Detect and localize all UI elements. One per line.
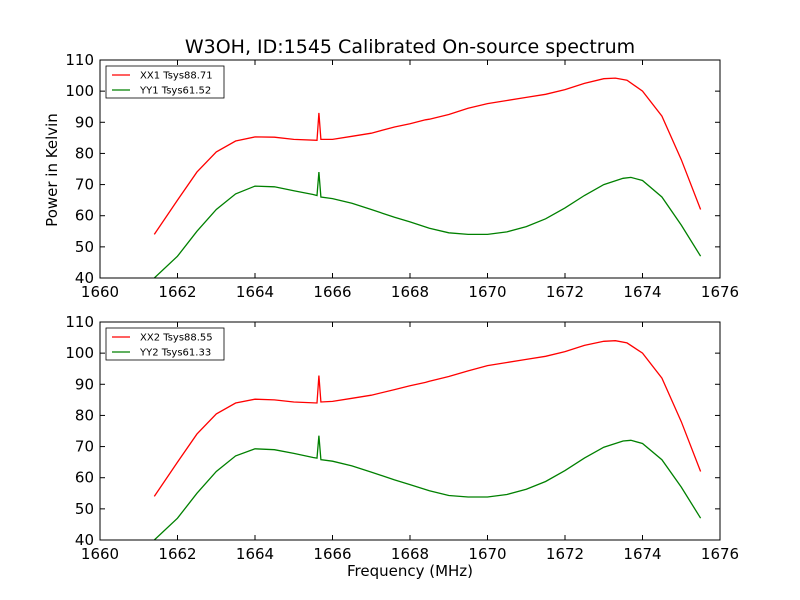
y-tick-label: 90 <box>75 113 94 131</box>
x-tick-label: 1672 <box>546 545 584 563</box>
series-line-1 <box>153 340 702 497</box>
y-tick-label: 100 <box>65 344 94 362</box>
x-tick-label: 1668 <box>391 545 429 563</box>
x-tick-label: 1672 <box>546 283 584 301</box>
x-tick-label: 1668 <box>391 283 429 301</box>
y-tick-label: 80 <box>75 144 94 162</box>
y-tick-label: 40 <box>75 269 94 287</box>
legend-label: YY2 Tsys61.33 <box>139 348 211 359</box>
y-tick-label: 100 <box>65 82 94 100</box>
series-line-2 <box>153 172 702 278</box>
y-tick-label: 80 <box>75 406 94 424</box>
x-tick-label: 1662 <box>158 545 196 563</box>
legend-label: XX1 Tsys88.71 <box>140 71 213 82</box>
x-tick-label: 1666 <box>313 545 351 563</box>
legend-box <box>105 327 225 361</box>
figure-title: W3OH, ID:1545 Calibrated On-source spect… <box>185 36 635 58</box>
chart-panel-1: 1660 1662 1664 1666 1668 1670 1672 1674 1676 40 50… <box>65 51 739 301</box>
x-tick-label: 1660 <box>81 283 119 301</box>
legend: XX1 Tsys88.71 YY1 Tsys61.52 <box>105 65 225 99</box>
x-tick-label: 1666 <box>313 283 351 301</box>
y-tick-label: 90 <box>75 375 94 393</box>
x-tick-label: 1660 <box>81 545 119 563</box>
series-line-1 <box>153 77 702 235</box>
chart-panel-2: 1660 1662 1664 1666 1668 1670 1672 1674 1676 40 50… <box>65 313 739 563</box>
y-tick-label: 70 <box>75 176 94 194</box>
y-tick-label: 50 <box>75 500 94 518</box>
x-tick-label: 1674 <box>623 283 661 301</box>
y-tick-label: 60 <box>75 469 94 487</box>
y-tick-label: 70 <box>75 438 94 456</box>
y-tick-label: 50 <box>75 238 94 256</box>
x-tick-label: 1662 <box>158 283 196 301</box>
y-tick-label: 40 <box>75 531 94 549</box>
x-tick-label: 1664 <box>236 545 274 563</box>
series-line-2 <box>153 435 702 540</box>
legend-label: XX2 Tsys88.55 <box>140 333 213 344</box>
x-tick-label: 1670 <box>468 545 506 563</box>
y-tick-label: 60 <box>75 207 94 225</box>
y-axis-label: Power in Kelvin <box>43 113 61 227</box>
legend-label: YY1 Tsys61.52 <box>139 86 211 97</box>
x-tick-label: 1676 <box>701 283 739 301</box>
y-tick-label: 110 <box>65 313 94 331</box>
x-tick-label: 1664 <box>236 283 274 301</box>
x-tick-label: 1676 <box>701 545 739 563</box>
x-tick-label: 1674 <box>623 545 661 563</box>
y-tick-label: 110 <box>65 51 94 69</box>
axes-frame <box>99 321 721 541</box>
legend: XX2 Tsys88.55 YY2 Tsys61.33 <box>105 327 225 361</box>
axes-frame <box>99 59 721 279</box>
x-tick-label: 1670 <box>468 283 506 301</box>
x-axis-label: Frequency (MHz) <box>347 562 473 580</box>
legend-box <box>105 65 225 99</box>
